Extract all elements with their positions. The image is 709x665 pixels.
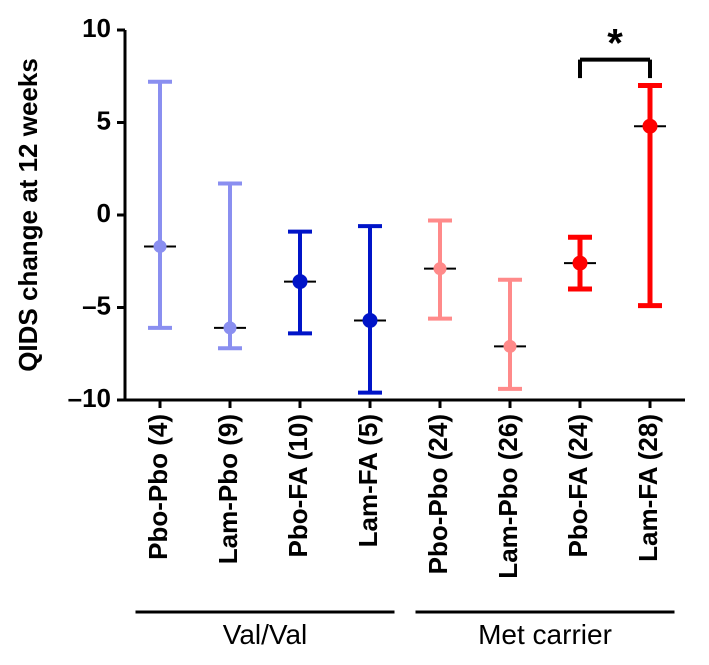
y-axis-label: QIDS change at 12 weeks bbox=[13, 58, 43, 372]
x-tick-label: Lam-Pbo (26) bbox=[493, 414, 523, 579]
x-tick-label: Pbo-FA (24) bbox=[563, 414, 593, 557]
y-tick-label: 5 bbox=[97, 105, 111, 135]
x-tick-label: Lam-FA (28) bbox=[633, 414, 663, 562]
chart-container: –10 –5 0 5 10 QIDS change at 12 weeks Pbo-Pbo … bbox=[0, 0, 709, 665]
x-tick-label: Lam-Pbo (9) bbox=[213, 414, 243, 564]
x-tick-label: Pbo-Pbo (4) bbox=[143, 414, 173, 560]
chart-svg: –10 –5 0 5 10 QIDS change at 12 weeks Pbo-Pbo … bbox=[0, 0, 709, 665]
data-point bbox=[434, 263, 446, 275]
y-tick-label: –5 bbox=[82, 290, 111, 320]
y-tick-label: –10 bbox=[68, 383, 111, 413]
x-tick-label: Lam-FA (5) bbox=[353, 414, 383, 547]
chart-bg bbox=[0, 0, 709, 665]
data-point bbox=[573, 256, 587, 270]
y-tick-label: 10 bbox=[82, 13, 111, 43]
data-point bbox=[224, 322, 236, 334]
data-point bbox=[504, 340, 516, 352]
x-tick-label: Pbo-FA (10) bbox=[283, 414, 313, 557]
y-tick-label: 0 bbox=[97, 198, 111, 228]
data-point bbox=[643, 119, 657, 133]
significance-star: * bbox=[607, 22, 623, 66]
group-label: Val/Val bbox=[223, 619, 308, 650]
data-point bbox=[363, 313, 377, 327]
data-point bbox=[154, 240, 166, 252]
group-label: Met carrier bbox=[478, 619, 612, 650]
data-point bbox=[293, 275, 307, 289]
x-tick-label: Pbo-Pbo (24) bbox=[423, 414, 453, 574]
